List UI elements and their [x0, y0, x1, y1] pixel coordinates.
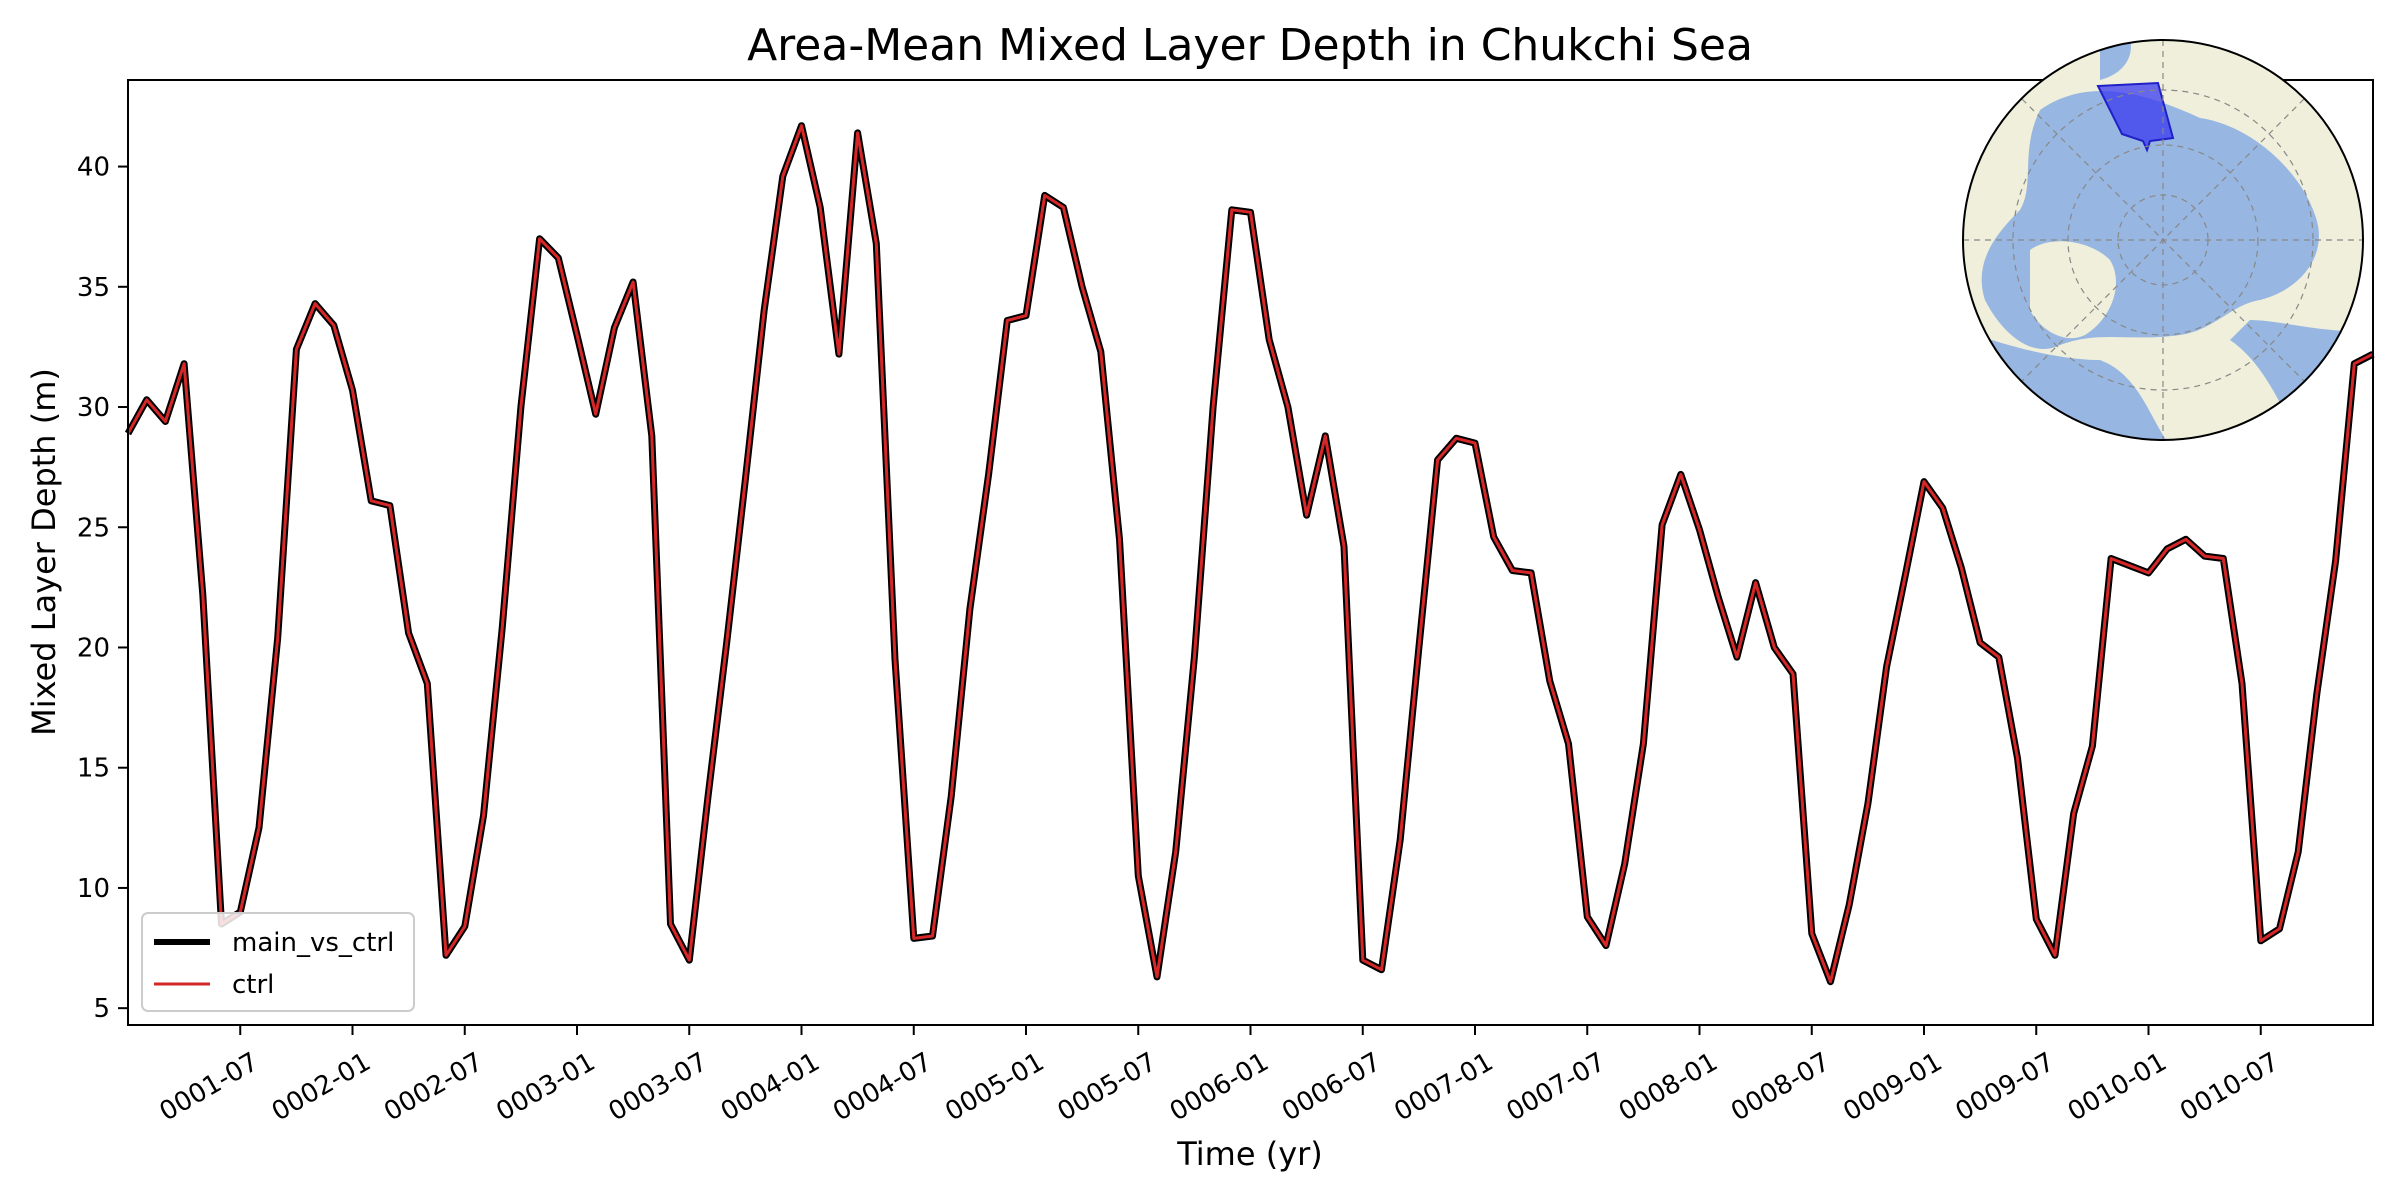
y-tick-label: 40 — [77, 153, 110, 183]
series-line-ctrl — [126, 124, 2374, 984]
chukchi-sea-region — [2096, 81, 2175, 153]
series-layer — [124, 122, 2375, 986]
legend-label-ctrl: ctrl — [232, 970, 274, 1000]
y-tick-label: 10 — [77, 874, 110, 904]
y-tick-label: 5 — [93, 994, 110, 1024]
map-greenland — [2030, 241, 2116, 339]
x-axis-label: Time (yr) — [1176, 1135, 1323, 1173]
legend-label-main-vs-ctrl: main_vs_ctrl — [232, 928, 394, 958]
y-tick-label: 35 — [77, 273, 110, 303]
y-tick-label: 25 — [77, 513, 110, 543]
y-tick-label: 20 — [77, 633, 110, 663]
map-graticule — [1963, 40, 2363, 440]
map-border — [1962, 39, 2364, 441]
legend-frame — [141, 912, 415, 1012]
y-axis: 5 10 15 20 25 30 35 40 — [77, 153, 128, 1024]
chart-title: Area-Mean Mixed Layer Depth in Chukchi S… — [747, 20, 1753, 71]
legend: main_vs_ctrl ctrl — [141, 912, 415, 1012]
y-tick-label: 30 — [77, 393, 110, 423]
y-axis-label: Mixed Layer Depth (m) — [25, 368, 63, 736]
y-tick-label: 15 — [77, 754, 110, 784]
